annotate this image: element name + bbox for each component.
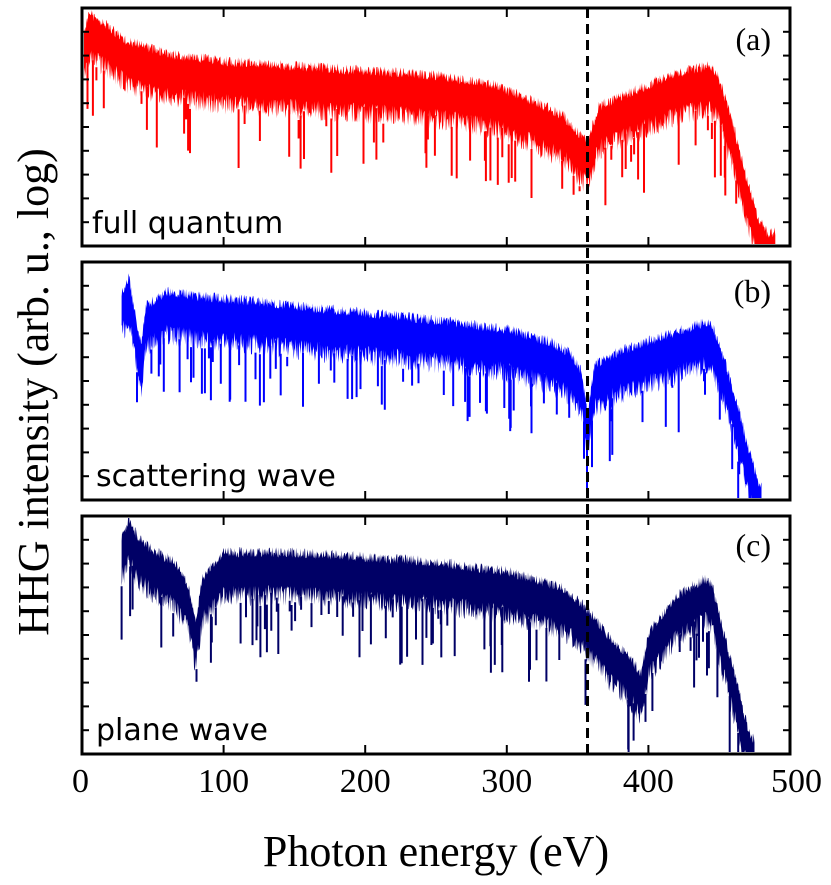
panel-c-tag: (c)	[735, 527, 771, 563]
x-axis-title: Photon energy (eV)	[263, 827, 609, 876]
x-tick-label: 200	[340, 763, 391, 800]
x-tick-label: 300	[481, 763, 532, 800]
panel-c-ticks	[81, 516, 791, 754]
x-tick-label: 500	[771, 763, 822, 800]
x-tick-label: 0	[72, 763, 89, 800]
panel-a-ticks	[81, 8, 791, 246]
panel-c-fill	[121, 518, 755, 752]
panel-a-tag: (a)	[735, 21, 771, 57]
y-axis-title: HHG intensity (arb. u., log)	[9, 148, 58, 636]
panel-c-note: plane wave	[96, 713, 268, 748]
x-tick-labels: 0 100 200 300 400 500	[72, 763, 822, 800]
x-tick-label: 100	[198, 763, 249, 800]
panel-c: (c) plane wave	[80, 514, 792, 756]
panel-c-spikes	[120, 565, 740, 752]
panel-b-fill	[121, 273, 762, 498]
panel-a: (a) full quantum	[80, 6, 792, 248]
panel-b-note: scattering wave	[96, 459, 336, 494]
panel-a-spikes	[86, 59, 738, 206]
panel-b-spikes	[136, 327, 741, 498]
panel-b: (b) scattering wave	[80, 260, 792, 502]
x-tick-label: 400	[623, 763, 674, 800]
panel-a-note: full quantum	[92, 206, 283, 241]
panel-a-fill	[84, 10, 776, 244]
panel-b-ticks	[81, 262, 791, 500]
panel-b-tag: (b)	[734, 273, 771, 309]
